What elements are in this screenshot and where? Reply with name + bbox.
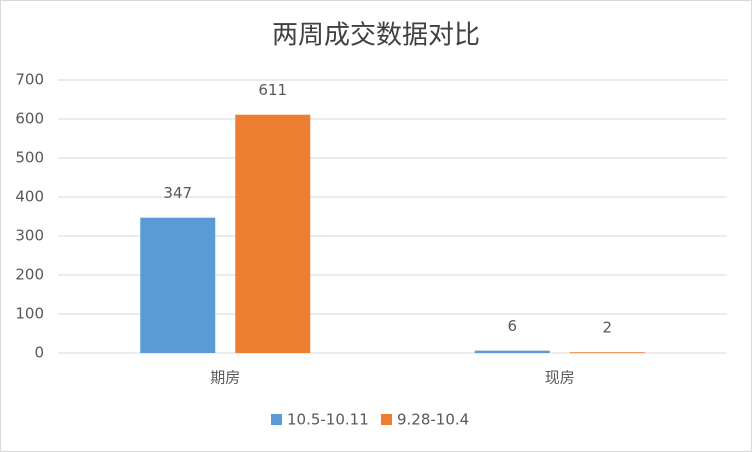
y-tick-label: 500 [15, 149, 44, 167]
data-label: 2 [602, 319, 612, 337]
bar [569, 352, 645, 353]
y-tick-label: 400 [15, 188, 44, 206]
y-tick-label: 700 [15, 71, 44, 89]
y-tick-label: 100 [15, 305, 44, 323]
data-label: 347 [163, 184, 192, 202]
data-label: 6 [507, 317, 517, 335]
y-tick-label: 0 [34, 344, 44, 362]
x-tick-label: 现房 [545, 369, 575, 387]
x-tick-label: 期房 [210, 369, 240, 387]
legend-swatch [271, 414, 282, 425]
y-tick-label: 300 [15, 227, 44, 245]
bar [140, 217, 216, 353]
data-label: 611 [258, 81, 287, 99]
legend-label: 9.28-10.4 [397, 411, 469, 429]
y-tick-label: 600 [15, 110, 44, 128]
legend-swatch [381, 414, 392, 425]
legend-label: 10.5-10.11 [287, 411, 369, 429]
bar [235, 114, 311, 354]
chart-title: 两周成交数据对比 [272, 21, 480, 51]
y-tick-label: 200 [15, 266, 44, 284]
bar [474, 350, 550, 353]
